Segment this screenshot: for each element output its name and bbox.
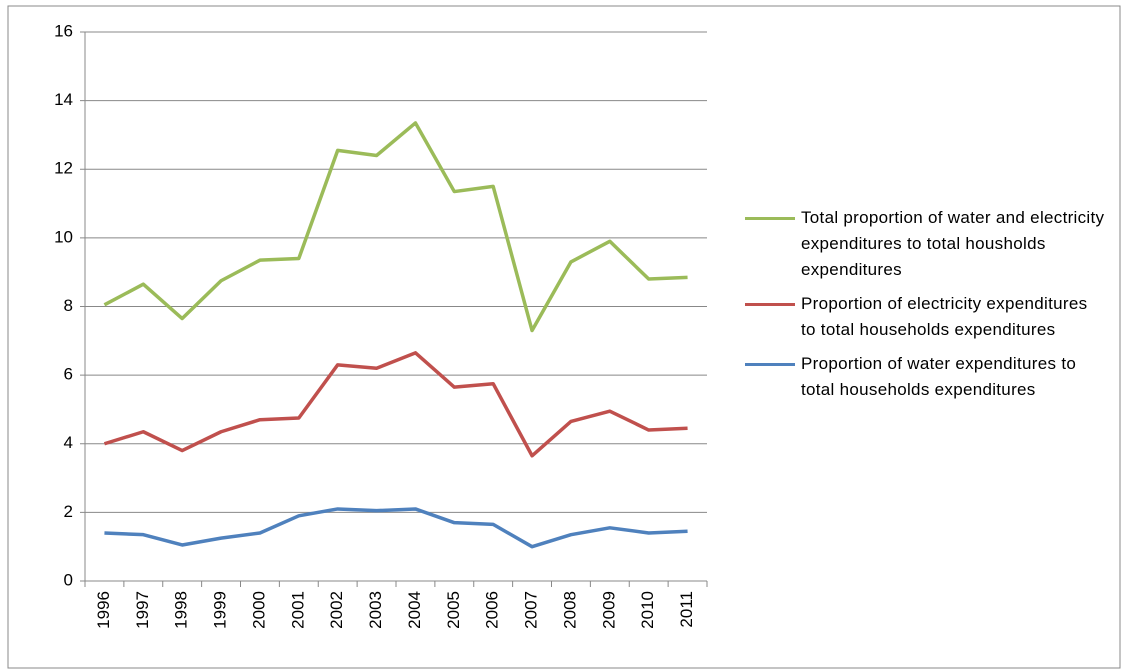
y-tick-label: 2 (64, 502, 73, 521)
y-tick-label: 10 (54, 227, 73, 246)
legend-label: Total proportion of water and electricit… (801, 208, 1105, 279)
y-tick-label: 12 (54, 159, 73, 178)
y-tick-label: 14 (54, 90, 73, 109)
x-tick-label: 2001 (288, 591, 307, 629)
x-tick-label: 1998 (172, 591, 191, 629)
x-tick-label: 2008 (560, 591, 579, 629)
y-tick-label: 4 (64, 433, 73, 452)
y-tick-label: 16 (54, 21, 73, 40)
legend-swatch (745, 303, 795, 306)
legend-entry: Proportion of electricity expenditures t… (745, 291, 1115, 343)
y-tick-label: 0 (64, 570, 73, 589)
x-tick-label: 2006 (483, 591, 502, 629)
x-tick-label: 2003 (366, 591, 385, 629)
x-tick-label: 1996 (94, 591, 113, 629)
x-tick-label: 2000 (249, 591, 268, 629)
legend: Total proportion of water and electricit… (745, 205, 1115, 411)
x-tick-label: 2005 (444, 591, 463, 629)
y-tick-label: 8 (64, 296, 73, 315)
legend-label: Proportion of electricity expenditures t… (801, 294, 1088, 339)
x-tick-label: 2011 (677, 591, 696, 628)
legend-label: Proportion of water expenditures to tota… (801, 354, 1077, 399)
legend-swatch (745, 217, 795, 220)
x-tick-label: 2010 (638, 591, 657, 629)
series-line (103, 121, 688, 333)
legend-swatch (745, 363, 795, 366)
legend-entry: Total proportion of water and electricit… (745, 205, 1115, 283)
legend-entry: Proportion of water expenditures to tota… (745, 351, 1115, 403)
x-tick-label: 1999 (211, 591, 230, 629)
chart-border (7, 5, 1121, 669)
x-tick-label: 2002 (327, 591, 346, 629)
series-line (104, 507, 688, 549)
y-tick-label: 6 (64, 365, 73, 384)
x-tick-label: 1997 (133, 591, 152, 629)
series-line (103, 351, 688, 458)
x-tick-label: 2009 (599, 591, 618, 629)
x-tick-label: 2004 (405, 591, 424, 629)
x-tick-label: 2007 (522, 591, 541, 629)
